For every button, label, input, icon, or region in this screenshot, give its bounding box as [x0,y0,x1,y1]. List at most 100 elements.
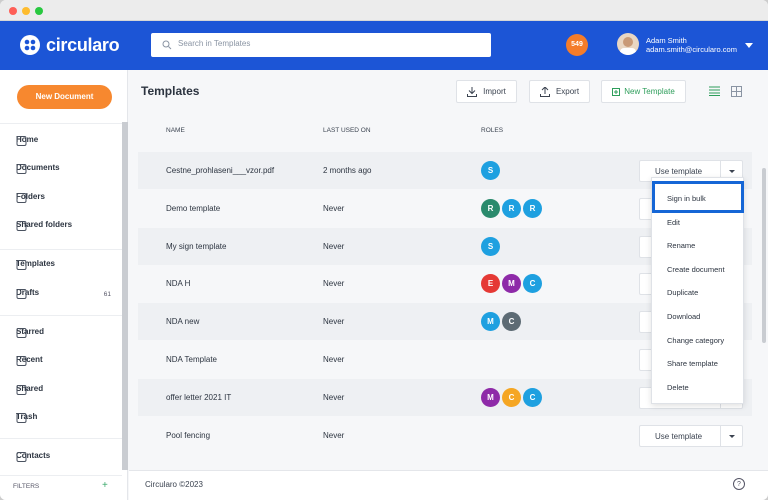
dropdown-caret[interactable] [729,170,735,176]
nav-icon [16,289,27,299]
sidebar-scrollbar[interactable] [122,122,128,470]
menu-item[interactable]: Share template [667,359,718,369]
nav-item[interactable]: Shared folders [16,220,111,234]
import-label: Import [483,87,506,96]
nav-icon [16,164,27,174]
role-badge: C [523,274,542,294]
role-badge: S [481,236,500,256]
nav-icon [16,136,27,146]
close-dot[interactable] [9,7,17,15]
table-row[interactable]: Pool fencing Never Use template [138,416,752,454]
new-document-button[interactable]: New Document [17,85,112,109]
nav-item[interactable]: Shared [16,384,111,398]
menu-item[interactable]: Delete [667,382,689,392]
add-filter[interactable]: + [102,480,108,491]
main-scrollbar[interactable] [762,168,766,343]
nav-item[interactable]: Home [16,135,111,149]
export-label: Export [555,87,580,96]
user-name: Adam Smith [646,36,687,45]
template-name: NDA new [166,317,200,327]
dropdown-caret[interactable] [729,434,735,441]
nav-icon [16,193,27,203]
separator [0,315,122,316]
menu-item[interactable]: Rename [667,241,696,251]
nav-item[interactable]: Trash [16,412,111,426]
window-bar [0,0,768,21]
zoom-dot[interactable] [35,7,43,15]
nav-icon [16,413,27,423]
new-template-label: New Template [624,87,675,96]
user-menu-caret[interactable] [745,43,753,49]
use-template-label: Use template [655,167,703,176]
last-used: Never [323,392,345,402]
grid-view-toggle[interactable] [731,86,742,97]
export-button[interactable]: Export [529,80,590,103]
logo[interactable]: circularo [46,35,120,55]
nav-item[interactable]: Documents [16,163,111,177]
divider [720,161,721,181]
user-avatar[interactable] [617,33,639,55]
nav-item[interactable]: Folders [16,192,111,206]
template-dropdown: Sign in bulk Edit Rename Create document Dup… [651,177,744,404]
role-badge: C [523,387,542,407]
search-box[interactable]: Search in Templates [151,33,491,57]
template-name: My sign template [166,241,227,251]
import-button[interactable]: Import [456,80,517,103]
role-badge: M [481,387,500,407]
nav-item[interactable]: Recent [16,355,111,369]
table-row[interactable]: offer letter 2021 ITNeverMCCUse template [138,378,752,416]
last-used: Never [323,279,345,289]
nav-label: Contacts [16,451,51,460]
nav-label: Shared folders [16,220,73,229]
minimize-dot[interactable] [22,7,30,15]
menu-item[interactable]: Change category [667,335,725,345]
help-button[interactable]: ? [733,478,745,490]
role-badge: R [523,198,542,218]
nav-item[interactable]: Starred [16,327,111,341]
search-placeholder: Search in Templates [178,39,251,48]
filters-label: FILTERS [13,483,40,490]
last-used: Never [323,203,345,213]
sidebar: New Document FILTERS + Home Documents Fold… [0,70,128,500]
template-name: offer letter 2021 IT [166,392,232,402]
notification-badge[interactable]: 549 [566,34,588,56]
menu-item[interactable]: Duplicate [667,288,699,298]
last-used: Never [323,430,345,440]
nav-item[interactable]: Contacts [16,451,111,465]
last-used: Never [323,241,345,251]
use-template-button[interactable]: Use template [639,424,743,447]
nav-label: Folders [16,192,45,201]
list-view-toggle[interactable] [709,86,720,96]
role-badge: M [481,312,500,332]
nav-item[interactable]: Drafts 61 [16,288,111,302]
use-template-label: Use template [655,431,703,441]
column-header: NAME [166,127,185,134]
user-email: adam.smith@circularo.com [646,45,737,54]
new-template-button[interactable]: New Template [601,80,686,103]
menu-item[interactable]: Edit [667,217,680,227]
nav-icon [16,356,27,366]
role-badge: E [481,274,500,294]
last-used: Never [323,355,345,364]
nav-label: Drafts [16,288,40,297]
nav-label: Documents [16,163,60,172]
role-badge: R [502,198,521,218]
menu-item[interactable]: Sign in bulk [667,194,706,203]
last-used: Never [323,317,345,327]
role-badge: C [502,312,521,332]
menu-item[interactable]: Download [667,312,701,321]
separator [0,438,122,439]
nav-label: Templates [16,259,55,268]
role-badge: S [481,161,500,180]
nav-item[interactable]: Templates [16,259,111,273]
nav-icon [16,221,27,231]
nav-label: Recent [16,355,43,364]
table-row[interactable]: Cestne_prohlaseni___vzor.pdf 2 months ago… [138,152,752,189]
menu-item[interactable]: Create document [667,264,725,274]
template-name: NDA Template [166,355,217,364]
separator [0,475,122,476]
template-name: NDA H [166,279,191,289]
nav-icon [16,452,27,462]
role-badge: R [481,198,500,218]
